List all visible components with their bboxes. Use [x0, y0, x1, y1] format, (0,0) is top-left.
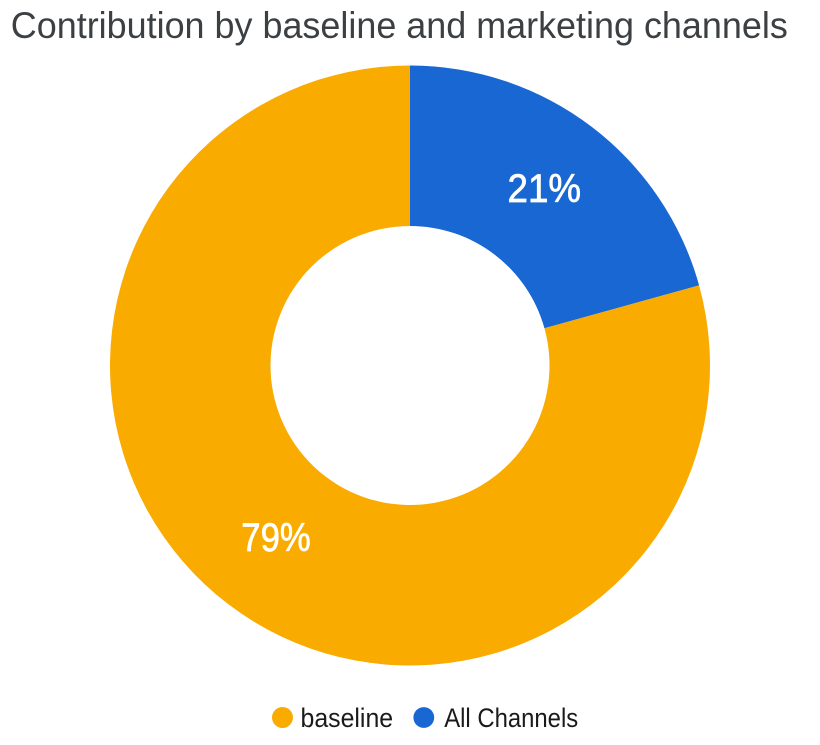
- svg-text:baseline: baseline: [301, 703, 394, 733]
- svg-text:21%: 21%: [508, 167, 582, 211]
- svg-text:Contribution by baseline and m: Contribution by baseline and marketing c…: [11, 4, 788, 46]
- svg-text:79%: 79%: [241, 516, 310, 560]
- svg-text:All Channels: All Channels: [444, 703, 578, 733]
